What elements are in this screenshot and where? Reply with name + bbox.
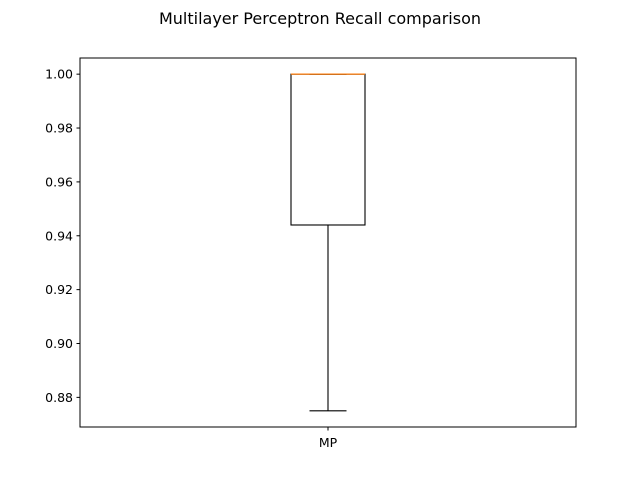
iqr-box [290,73,366,226]
y-axis: 0.88 0.90 0.92 0.94 0.96 0.98 1.00 [45,67,80,405]
box-series [290,73,366,412]
y-tick-label: 0.98 [45,121,73,136]
y-tick-label: 0.90 [45,336,73,351]
y-tick-label: 0.88 [45,390,73,405]
x-axis: MP [319,427,338,450]
y-tick-label: 0.92 [45,282,73,297]
box-mp [290,73,366,412]
y-tick-label: 1.00 [45,67,73,82]
chart-title: Multilayer Perceptron Recall comparison [159,9,481,28]
y-tick-label: 0.94 [45,228,73,243]
y-tick-label: 0.96 [45,174,73,189]
x-tick-label: MP [319,435,338,450]
